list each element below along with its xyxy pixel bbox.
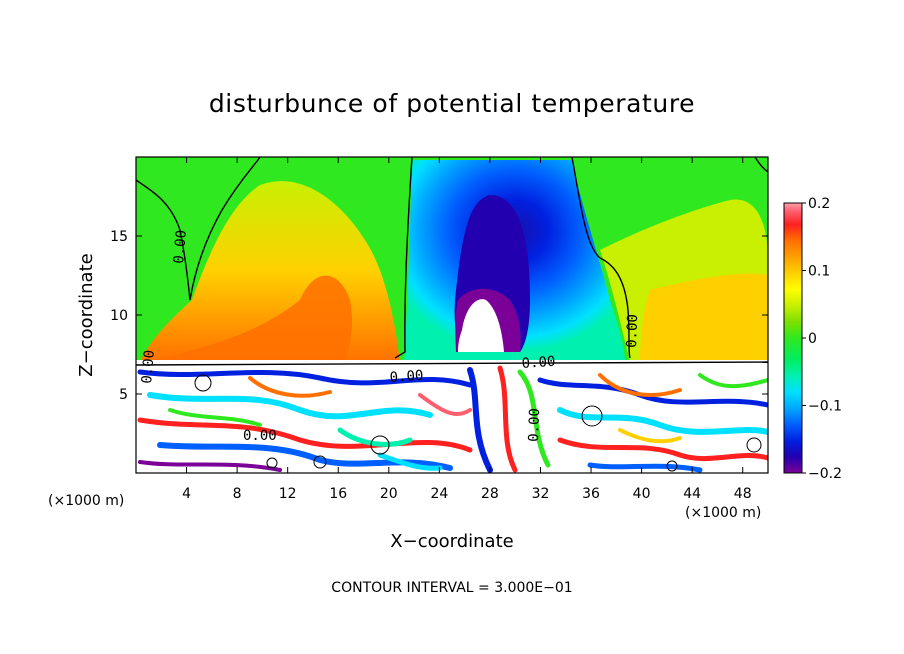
x-tick-label: 24: [430, 486, 448, 502]
colorbar-scale: [783, 202, 803, 474]
contour-label: 0.00: [171, 229, 190, 264]
colorbar-tick-label: −0.1: [808, 399, 842, 415]
warm-core-right: [640, 273, 768, 362]
colorbar-tick-label: −0.2: [808, 466, 842, 482]
eddy-contours: [194, 374, 762, 472]
warm-bubble: [458, 299, 504, 352]
x-axis-right-unit: (×1000 m): [685, 505, 761, 521]
x-tick-label: 28: [481, 486, 499, 502]
x-tick-label: 16: [329, 486, 347, 502]
x-axis-left-unit: (×1000 m): [48, 493, 124, 509]
field-plot: 0.00 0.00 0.00 0.00 0.00 0.00 0.00: [136, 157, 768, 473]
x-tick-label: 12: [279, 486, 297, 502]
y-axis-label: Z−coordinate: [76, 253, 97, 376]
y-axis-ticks: 5 10 15: [110, 229, 768, 403]
contour-label: 0.00: [389, 368, 424, 386]
y-tick-label: 10: [110, 308, 128, 324]
x-tick-label: 40: [633, 486, 651, 502]
contour-label: 0.00: [526, 408, 543, 442]
colorbar-tick-label: 0.2: [808, 196, 830, 212]
x-tick-label: 44: [683, 486, 701, 502]
x-tick-label: 4: [182, 486, 191, 502]
x-tick-label: 20: [380, 486, 398, 502]
x-tick-label: 48: [734, 486, 752, 502]
x-axis-label: X−coordinate: [390, 531, 513, 552]
turbulent-streaks: [137, 365, 768, 473]
contour-label: 0.00: [243, 428, 277, 444]
y-tick-label: 5: [119, 387, 128, 403]
warm-core-left: [150, 275, 353, 362]
x-tick-label: 32: [532, 486, 550, 502]
x-tick-label: 8: [233, 486, 242, 502]
colorbar-tick-label: 0: [808, 331, 817, 347]
contour-label: 0.00: [624, 314, 641, 348]
zero-contour-lines: [136, 157, 768, 366]
x-axis-ticks: 4 8 12 16 20 24 28 32 36 40 44 48: [182, 157, 752, 502]
contour-interval-note: CONTOUR INTERVAL = 3.000E−01: [331, 580, 572, 596]
x-tick-label: 36: [582, 486, 600, 502]
contour-label: 0.00: [139, 349, 158, 384]
y-tick-label: 15: [110, 229, 128, 245]
contour-label: 0.00: [521, 354, 556, 372]
lower-layer-background: [136, 360, 768, 473]
colorbar: 0.2 0.1 0 −0.1 −0.2: [783, 196, 842, 482]
chart-title: disturbunce of potential temperature: [209, 89, 695, 118]
colorbar-tick-label: 0.1: [808, 264, 830, 280]
colorbar-ticks: 0.2 0.1 0 −0.1 −0.2: [802, 196, 842, 482]
